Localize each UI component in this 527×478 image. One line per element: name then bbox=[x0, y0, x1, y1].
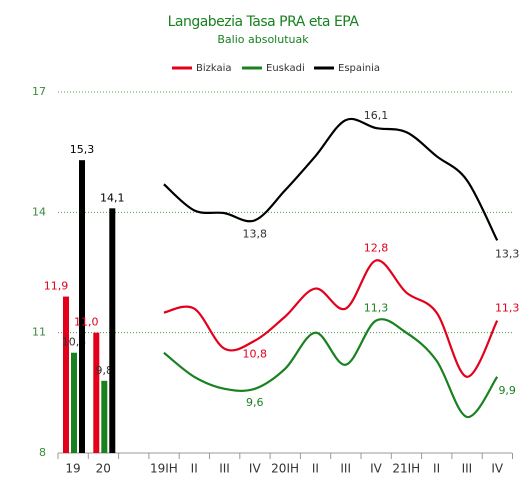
x-tick-label: III bbox=[462, 462, 473, 476]
x-tick-label: IV bbox=[370, 462, 383, 476]
x-tick-label: III bbox=[219, 462, 230, 476]
y-tick-label: 11 bbox=[32, 326, 46, 339]
line bbox=[163, 117, 499, 241]
chart-title: Langabezia Tasa PRA eta EPA bbox=[168, 14, 360, 30]
x-tick-label: II bbox=[433, 462, 440, 476]
bar-label: 11,9 bbox=[44, 280, 69, 293]
data-label: 13,8 bbox=[243, 227, 268, 240]
bar-label: 9,8 bbox=[96, 364, 114, 377]
y-tick-label: 14 bbox=[32, 205, 46, 218]
data-label: 11,3 bbox=[364, 302, 389, 315]
x-tick-label: 20 bbox=[96, 462, 111, 476]
x-tick-label: 19IH bbox=[150, 462, 178, 476]
line bbox=[163, 318, 499, 418]
legend-label: Bizkaia bbox=[196, 63, 232, 74]
bar-label: 14,1 bbox=[100, 191, 125, 204]
x-tick-label: 19 bbox=[65, 462, 80, 476]
data-label: 11,3 bbox=[495, 302, 520, 315]
bar bbox=[71, 352, 77, 453]
data-label: 13,3 bbox=[495, 247, 520, 260]
legend-label: Euskadi bbox=[266, 63, 305, 74]
bar-label: 11,0 bbox=[74, 316, 99, 329]
bar bbox=[101, 380, 108, 453]
data-label: 9,6 bbox=[246, 396, 264, 409]
x-tick-label: III bbox=[340, 462, 351, 476]
bar bbox=[93, 332, 100, 453]
data-label: 16,1 bbox=[364, 109, 389, 122]
y-tick-label: 8 bbox=[39, 446, 46, 459]
chart-subtitle: Balio absolutuak bbox=[217, 33, 309, 46]
line bbox=[163, 259, 499, 378]
x-tick-label: II bbox=[312, 462, 319, 476]
bar-label: 15,3 bbox=[70, 143, 95, 156]
bar bbox=[63, 296, 69, 453]
y-tick-label: 17 bbox=[32, 85, 46, 98]
legend-label: Espainia bbox=[338, 63, 380, 74]
data-label: 9,9 bbox=[498, 384, 516, 397]
data-label: 10,8 bbox=[243, 348, 268, 361]
data-label: 12,8 bbox=[364, 241, 389, 254]
bar bbox=[79, 160, 85, 453]
x-tick-label: IV bbox=[491, 462, 504, 476]
x-tick-label: IV bbox=[249, 462, 262, 476]
x-tick-label: II bbox=[191, 462, 198, 476]
x-tick-label: 20IH bbox=[271, 462, 299, 476]
x-tick-label: 21IH bbox=[392, 462, 420, 476]
bar bbox=[109, 208, 116, 453]
